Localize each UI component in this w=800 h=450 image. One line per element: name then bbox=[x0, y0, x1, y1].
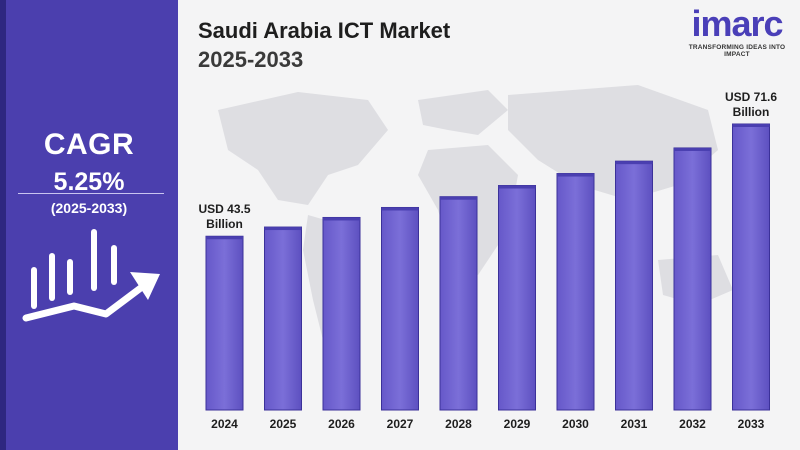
logo-tagline: TRANSFORMING IDEAS INTO IMPACT bbox=[688, 44, 786, 58]
bar-2029 bbox=[498, 185, 536, 411]
bar-2030 bbox=[556, 173, 595, 411]
bar-2033 bbox=[732, 123, 770, 411]
bar-cap-2031 bbox=[615, 161, 653, 165]
cagr-label: CAGR bbox=[43, 128, 135, 161]
bar-cap-2028 bbox=[440, 196, 477, 200]
bar-2031 bbox=[615, 160, 653, 411]
x-tick-label: 2026 bbox=[328, 417, 355, 431]
data-label: Billion bbox=[206, 217, 243, 231]
logo-wordmark: imarc bbox=[691, 3, 783, 44]
x-tick-label: 2025 bbox=[270, 417, 297, 431]
cagr-value: 5.25% bbox=[53, 168, 125, 196]
chart-title: Saudi Arabia ICT Market bbox=[198, 18, 451, 43]
cagr-period: (2025-2033) bbox=[50, 200, 128, 216]
bar-chart: 2024 2025 2026 2027 2028 2029 2030 2031 2032 2033… bbox=[198, 90, 777, 431]
x-tick-label: 2029 bbox=[504, 417, 531, 431]
bar-cap-2033 bbox=[732, 124, 770, 127]
bar-2026 bbox=[322, 216, 361, 411]
bar-cap-2030 bbox=[557, 173, 594, 177]
x-tick-label: 2032 bbox=[679, 417, 706, 431]
bar-cap-2025 bbox=[264, 227, 302, 231]
bar-2025 bbox=[264, 226, 302, 411]
x-tick-label: 2027 bbox=[387, 417, 414, 431]
data-label: USD 43.5 bbox=[198, 202, 250, 216]
data-label: USD 71.6 bbox=[725, 90, 777, 104]
x-tick-label: 2033 bbox=[738, 417, 765, 431]
bar-cap-2026 bbox=[323, 217, 360, 221]
bar-cap-2032 bbox=[674, 147, 711, 151]
bar-cap-2024 bbox=[206, 236, 243, 240]
cagr-panel: CAGR 5.25% (2025-2033) bbox=[0, 0, 178, 450]
x-tick-label: 2024 bbox=[211, 417, 238, 431]
bar-2027 bbox=[381, 206, 419, 411]
x-tick-label: 2031 bbox=[621, 417, 648, 431]
chart-subtitle: 2025-2033 bbox=[198, 47, 304, 72]
bar-2032 bbox=[673, 147, 712, 411]
bar-cap-2029 bbox=[498, 185, 536, 189]
imarc-logo: imarc TRANSFORMING IDEAS INTO IMPACT bbox=[682, 3, 792, 59]
growth-chart-icon bbox=[22, 229, 160, 322]
x-tick-label: 2028 bbox=[445, 417, 472, 431]
bar-2024 bbox=[205, 235, 244, 411]
data-label: Billion bbox=[733, 105, 770, 119]
bar-cap-2027 bbox=[381, 207, 419, 211]
bar-2028 bbox=[439, 196, 478, 411]
divider bbox=[18, 193, 164, 194]
x-tick-label: 2030 bbox=[562, 417, 589, 431]
